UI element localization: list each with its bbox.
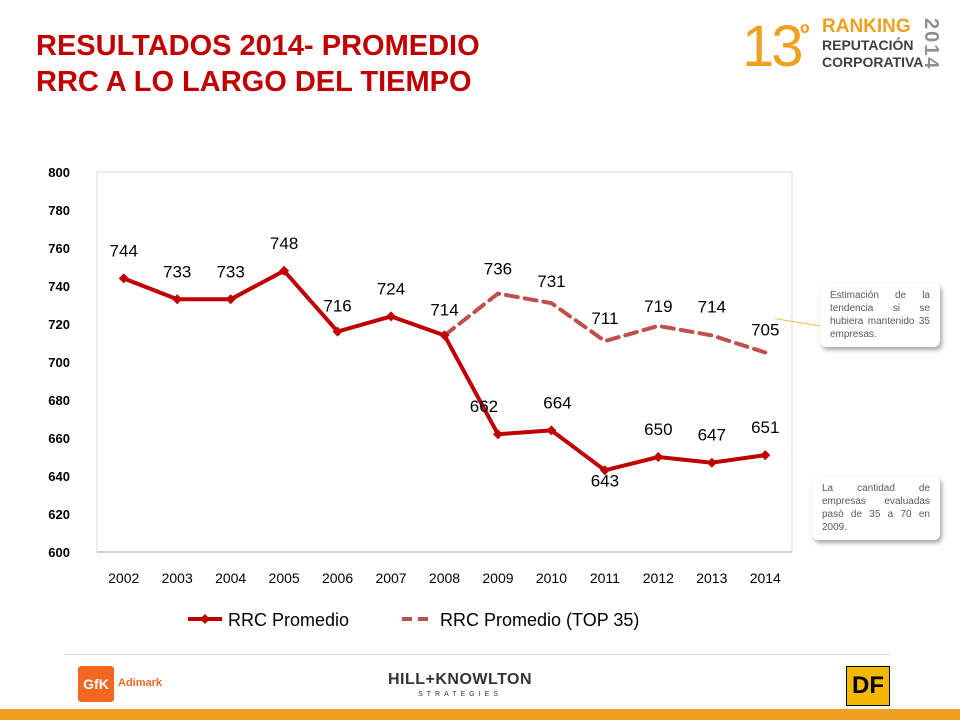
series-main-marker	[118, 273, 129, 284]
gfk-sub-text: Adimark	[118, 677, 163, 689]
series-main-marker	[332, 326, 343, 337]
x-tick-label: 2011	[590, 570, 620, 586]
series-main-marker	[172, 294, 183, 305]
data-label-main: 662	[470, 397, 498, 416]
hk-sub-text: STRATEGIES	[418, 691, 502, 698]
y-tick-label: 680	[48, 393, 70, 408]
series-top35-line	[442, 291, 768, 355]
note-connector	[775, 318, 821, 327]
data-label-top35: 731	[537, 272, 565, 291]
y-tick-label: 640	[48, 469, 70, 484]
data-label-top35: 736	[484, 260, 512, 279]
x-tick-label: 2007	[375, 570, 406, 586]
df-logo: DF	[846, 666, 890, 706]
title-line-1: RESULTADOS 2014- PROMEDIO	[36, 30, 480, 62]
data-label-main: 748	[270, 234, 298, 253]
ranking-line-2: REPUTACIÓN	[822, 36, 914, 53]
estimation-note: Estimación de la tendencia si se hubiera…	[820, 283, 940, 347]
y-tick-label: 760	[48, 241, 70, 256]
x-tick-label: 2004	[215, 570, 246, 586]
plot-area	[96, 171, 793, 553]
data-label-main: 724	[377, 279, 405, 298]
x-tick-label: 2014	[750, 570, 781, 586]
data-label-top35: 711	[591, 309, 618, 328]
data-label-top35: 705	[751, 321, 779, 340]
x-tick-label: 2002	[108, 570, 139, 586]
data-label-main: 733	[216, 262, 244, 281]
data-label-main: 643	[591, 471, 619, 490]
data-label-main: 650	[644, 420, 672, 439]
series-main-marker	[653, 452, 664, 462]
ranking-ordinal: º	[800, 18, 810, 48]
x-tick-label: 2012	[643, 570, 674, 586]
y-tick-label: 660	[48, 431, 70, 446]
hill-knowlton-logo: HILL+KNOWLTON STRATEGIES	[372, 671, 548, 698]
y-tick-label: 620	[48, 507, 70, 522]
x-tick-label: 2008	[429, 570, 460, 586]
legend-main-marker	[200, 614, 210, 624]
data-label-main: 716	[323, 297, 351, 316]
data-label-main: 714	[430, 300, 458, 319]
series-main-marker	[546, 425, 557, 436]
hk-main-text: HILL+KNOWLTON	[387, 671, 533, 688]
y-tick-label: 600	[48, 545, 70, 560]
slide-title: RESULTADOS 2014- PROMEDIO RRC A LO LARGO…	[36, 28, 480, 100]
series-main-marker	[760, 450, 771, 461]
legend-top35-label: RRC Promedio (TOP 35)	[440, 610, 639, 630]
x-tick-label: 2009	[482, 570, 513, 586]
footer-divider	[64, 654, 890, 655]
x-tick-label: 2013	[696, 570, 727, 586]
data-label-main: 733	[163, 262, 191, 281]
ranking-line-1: RANKING	[822, 16, 911, 37]
ranking-year: 2014	[920, 18, 942, 71]
data-label-top35: 719	[644, 297, 672, 316]
ranking-logo: 13 º RANKING REPUTACIÓN CORPORATIVA 2014	[742, 14, 942, 74]
ranking-line-3: CORPORATIVA	[822, 54, 923, 70]
series-main-marker	[492, 429, 503, 440]
title-line-2: RRC A LO LARGO DEL TIEMPO	[36, 66, 472, 98]
data-label-main: 744	[110, 241, 138, 260]
x-tick-label: 2006	[322, 570, 353, 586]
footer-bar	[0, 709, 960, 720]
series-main-marker	[225, 294, 236, 305]
x-tick-label: 2003	[162, 570, 193, 586]
y-tick-label: 740	[48, 279, 70, 294]
data-label-main: 647	[698, 426, 726, 445]
data-label-main: 651	[751, 418, 779, 437]
y-tick-label: 780	[48, 203, 70, 218]
y-tick-label: 800	[48, 165, 70, 180]
series-main-marker	[386, 311, 397, 322]
series-main-marker	[599, 465, 610, 476]
series-main-marker	[706, 457, 717, 468]
legend-main-label: RRC Promedio	[228, 610, 349, 630]
data-label-top35: 714	[698, 297, 726, 316]
series-main-marker	[279, 265, 290, 276]
ranking-number: 13	[742, 14, 801, 74]
series-main-marker	[439, 330, 450, 341]
x-tick-label: 2010	[536, 570, 567, 586]
y-tick-label: 720	[48, 317, 70, 332]
companies-note: La cantidad de empresas evaluadas pasó d…	[812, 476, 940, 540]
gfk-logo: GfK	[78, 666, 114, 702]
data-label-main: 664	[543, 393, 571, 412]
y-tick-label: 700	[48, 355, 70, 370]
x-tick-label: 2005	[269, 570, 300, 586]
